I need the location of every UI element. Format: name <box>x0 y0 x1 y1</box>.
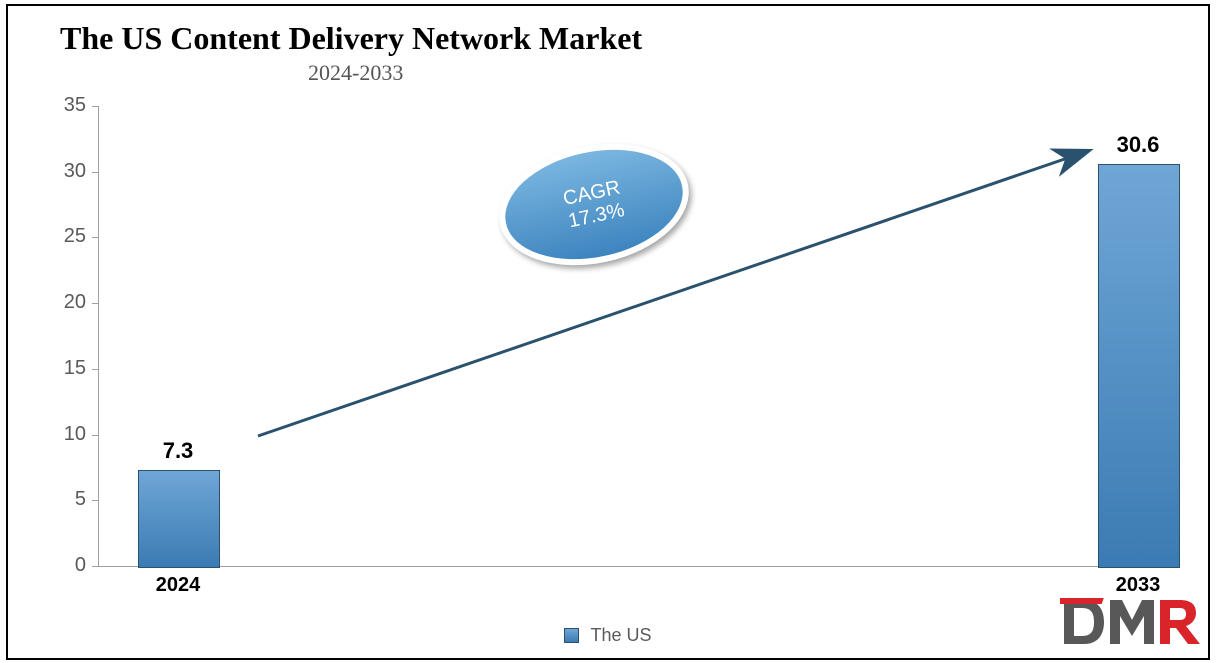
y-tick-label: 0 <box>46 554 86 577</box>
chart-title: The US Content Delivery Network Market <box>60 20 642 57</box>
x-axis-line <box>94 566 1178 567</box>
dmr-logo <box>1060 592 1200 652</box>
bar <box>138 470 220 568</box>
y-tick-label: 10 <box>46 423 86 446</box>
y-tick-label: 30 <box>46 160 86 183</box>
legend-label: The US <box>590 625 651 645</box>
bar-value-label: 7.3 <box>118 438 238 464</box>
bar <box>1098 164 1180 568</box>
y-tick-label: 20 <box>46 291 86 314</box>
cagr-callout: CAGR 17.3% <box>488 127 700 281</box>
y-tick-label: 35 <box>46 94 86 117</box>
x-tick-label: 2024 <box>118 574 238 597</box>
y-tick-label: 15 <box>46 357 86 380</box>
chart-frame: The US Content Delivery Network Market 2… <box>6 4 1210 660</box>
bar-value-label: 30.6 <box>1078 132 1198 158</box>
y-tick-label: 5 <box>46 488 86 511</box>
chart-subtitle: 2024-2033 <box>308 60 403 86</box>
legend: The US <box>8 624 1208 646</box>
y-tick-label: 25 <box>46 225 86 248</box>
plot-area: 05101520253035 7.3202430.62033 CAGR 17.3… <box>98 106 1178 566</box>
legend-swatch <box>564 628 579 643</box>
y-axis-line <box>98 106 99 566</box>
